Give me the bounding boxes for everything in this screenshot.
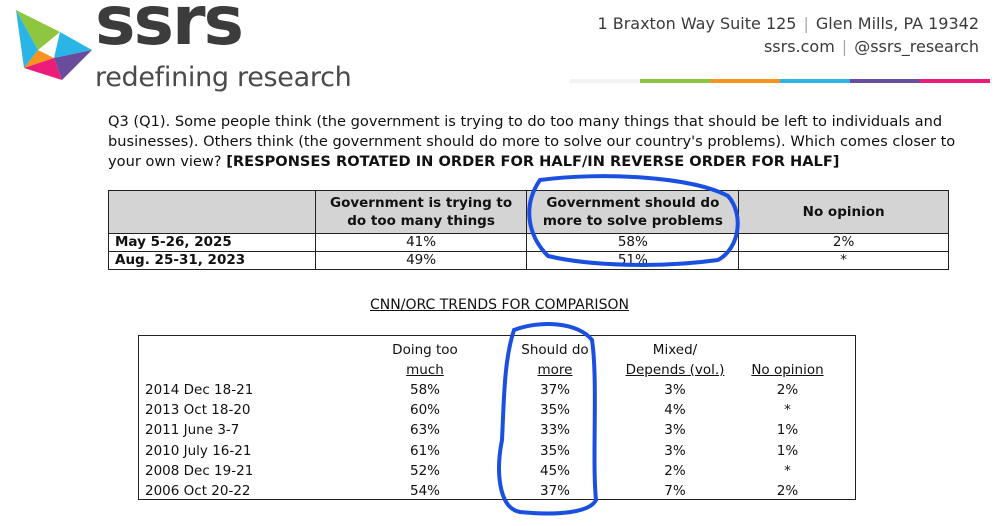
row-label: 2014 Dec 18-21 [145, 382, 254, 399]
row-label: 2013 Oct 18-20 [145, 402, 251, 419]
header-line: more [537, 362, 573, 378]
cell-too-much: 58% [409, 382, 440, 399]
address-line: 1 Braxton Way Suite 125 [597, 14, 797, 33]
cell-too-much: 54% [409, 483, 440, 500]
cell-no-opinion: 1% [776, 442, 799, 459]
trends-title: CNN/ORC TRENDS FOR COMPARISON [370, 297, 629, 313]
address-row: 1 Braxton Way Suite 125 | Glen Mills, PA 1… [597, 12, 979, 35]
cell-no-opinion: 2% [776, 382, 799, 399]
results-header-do-more: Government should do more to solve probl… [526, 190, 740, 234]
cell-too-much: 63% [409, 422, 440, 439]
cell-mixed: 3% [664, 442, 686, 459]
cell-do-more: 37% [539, 382, 570, 399]
results-table: Government is trying to do too many thin… [108, 190, 949, 270]
cell-mixed: 3% [664, 382, 686, 399]
row-label: May 5-26, 2025 [108, 233, 316, 252]
cell-do-more: 35% [539, 402, 570, 419]
brand-bar-segment [850, 79, 920, 83]
table-row: Aug. 25-31, 2023 49% 51% * [108, 251, 949, 270]
table-row: 2014 Dec 18-21 58% 37% 3% 2% [145, 380, 835, 400]
trends-box [138, 335, 856, 500]
results-header-too-much: Government is trying to do too many thin… [314, 190, 528, 234]
cell-do-more: 33% [539, 422, 570, 439]
cell-do-more: 45% [539, 462, 570, 479]
table-row: 2006 Oct 20-22 54% 37% 7% 2% [145, 481, 835, 501]
table-row: 2008 Dec 19-21 52% 45% 2% * [145, 461, 835, 481]
contact-block: 1 Braxton Way Suite 125 | Glen Mills, PA 1… [597, 12, 979, 58]
brand-color-bar [570, 79, 990, 83]
header-line: Mixed/ [652, 342, 698, 358]
brand-bar-segment [640, 79, 710, 83]
cell-do-more: 58% [526, 233, 740, 252]
cell-no-opinion: * [784, 402, 791, 419]
question-text: Q3 (Q1). Some people think (the governme… [108, 112, 968, 172]
results-header-blank [108, 190, 316, 234]
results-header-no-opinion: No opinion [738, 190, 949, 234]
cell-too-much: 52% [409, 462, 440, 479]
table-row: 2013 Oct 18-20 60% 35% 4% * [145, 400, 835, 420]
social-handle[interactable]: @ssrs_research [854, 37, 979, 56]
cell-no-opinion: 2% [776, 483, 799, 500]
table-row: 2010 July 16-21 61% 35% 3% 1% [145, 441, 835, 461]
trends-header-blank [145, 340, 350, 380]
row-label: 2006 Oct 20-22 [145, 483, 251, 500]
question-body: Q3 (Q1). Some people think (the governme… [108, 113, 956, 170]
question-instruction: [RESPONSES ROTATED IN ORDER FOR HALF/IN … [226, 153, 840, 170]
cell-mixed: 3% [664, 422, 686, 439]
trends-header-no-opinion: No opinion [740, 340, 835, 380]
logo-tagline: redefining research [95, 62, 352, 93]
header-line: Doing too [392, 342, 458, 358]
logo-wordmark: ssrs [95, 0, 244, 61]
cell-no-opinion: 2% [738, 233, 949, 252]
cell-do-more: 37% [539, 483, 570, 500]
cell-mixed: 4% [664, 402, 686, 419]
cell-too-much: 61% [409, 442, 440, 459]
ssrs-logo-icon [16, 10, 92, 80]
trends-header-do-more: Should do more [500, 340, 610, 380]
cell-no-opinion: 1% [776, 422, 799, 439]
row-label: 2010 July 16-21 [145, 442, 252, 459]
cell-do-more: 51% [526, 251, 740, 270]
cell-mixed: 2% [664, 462, 686, 479]
website-link[interactable]: ssrs.com [763, 37, 835, 56]
city-line: Glen Mills, PA 19342 [815, 14, 979, 33]
cell-too-much: 49% [314, 251, 528, 270]
trends-header-too-much: Doing too much [350, 340, 500, 380]
header-line: much [406, 362, 444, 378]
header-line: Should do [521, 342, 589, 358]
table-row: 2011 June 3-7 63% 33% 3% 1% [145, 420, 835, 440]
cell-do-more: 35% [539, 442, 570, 459]
web-row: ssrs.com | @ssrs_research [597, 35, 979, 58]
cell-too-much: 41% [314, 233, 528, 252]
row-label: 2011 June 3-7 [145, 422, 240, 439]
separator: | [841, 37, 848, 56]
header-line: No opinion [751, 362, 824, 378]
cell-no-opinion: * [784, 462, 791, 479]
results-header-row: Government is trying to do too many thin… [108, 190, 949, 234]
row-label: 2008 Dec 19-21 [145, 462, 254, 479]
trends-header-row: Doing too much Should do more Mixed/Depend… [145, 340, 835, 380]
brand-bar-segment [570, 79, 640, 83]
trends-header-mixed: Mixed/Depends (vol.) [610, 340, 740, 380]
separator: | [803, 14, 809, 33]
cell-too-much: 60% [409, 402, 440, 419]
row-label: Aug. 25-31, 2023 [108, 251, 316, 270]
brand-bar-segment [780, 79, 850, 83]
brand-bar-segment [710, 79, 780, 83]
brand-bar-segment [920, 79, 990, 83]
table-row: May 5-26, 2025 41% 58% 2% [108, 233, 949, 252]
cell-no-opinion: * [738, 251, 949, 270]
trends-table: Doing too much Should do more Mixed/Depend… [145, 340, 835, 501]
header-line: Depends (vol.) [625, 362, 725, 378]
cell-mixed: 7% [664, 483, 686, 500]
